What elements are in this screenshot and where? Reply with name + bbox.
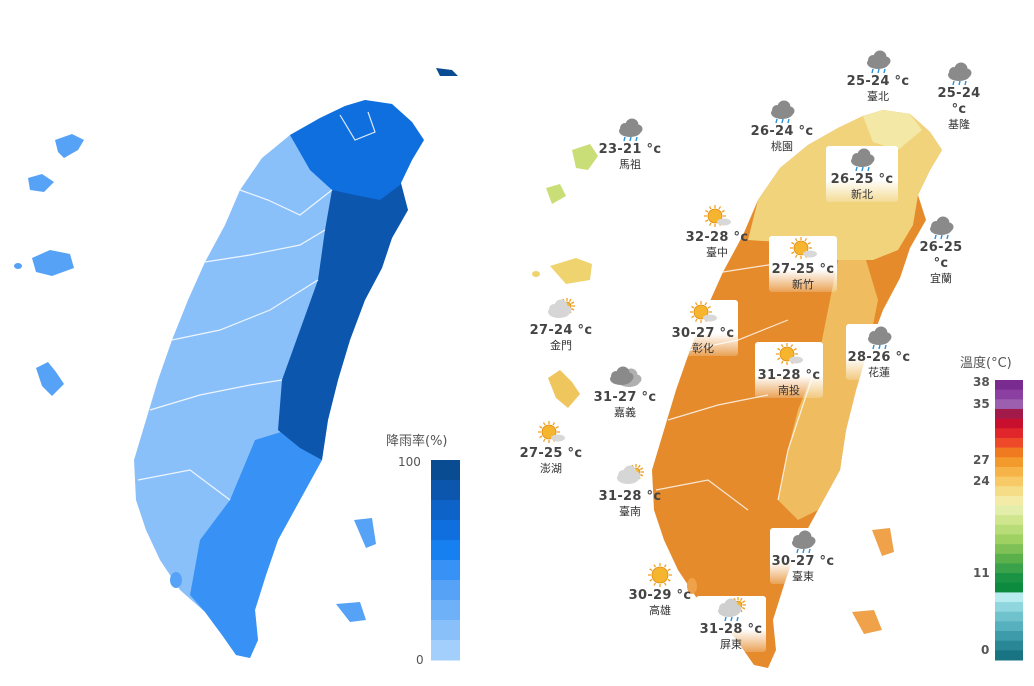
sun-cloud-icon	[783, 236, 823, 262]
temp-legend-step	[995, 476, 1023, 487]
city-tainan[interactable]: 31-28 °c 臺南	[585, 463, 675, 519]
city-keelung[interactable]: 25-24 °c 基隆	[914, 60, 1004, 132]
rain-cloud-icon	[762, 98, 802, 124]
city-taitung[interactable]: 30-27 °c 臺東	[770, 528, 836, 584]
temp-legend-step	[995, 486, 1023, 497]
temp-legend-step	[995, 466, 1023, 478]
temp-taipei-region	[863, 110, 922, 150]
city-pingtung[interactable]: 31-28 °c 屏東	[696, 596, 766, 652]
city-taichung[interactable]: 32-28 °c 臺中	[672, 204, 762, 260]
rain-legend-step	[431, 500, 460, 521]
temp-tick-24: 24	[973, 474, 990, 488]
sun-cloud-icon	[769, 342, 809, 368]
temp-legend-step	[995, 582, 1023, 593]
temp-legend-step	[995, 524, 1023, 535]
temp-legend-bar	[995, 380, 1023, 661]
rain-legend-step	[431, 560, 460, 581]
rain-cloud-icon	[859, 324, 899, 350]
temp-legend-step	[995, 563, 1023, 574]
temp-legend-step	[995, 399, 1023, 410]
rain-legend-step	[431, 580, 460, 601]
rain-north-region	[290, 100, 424, 200]
sun-cloud-icon	[697, 204, 737, 230]
city-chiayi[interactable]: 31-27 °c 嘉義	[580, 364, 670, 420]
temp-legend-step	[995, 515, 1023, 526]
rain-legend-step	[431, 520, 460, 541]
temp-legend-step	[995, 534, 1023, 545]
temp-tick-0: 0	[981, 643, 990, 657]
temp-legend-step	[995, 544, 1023, 555]
temp-legend-step	[995, 408, 1023, 420]
sun-cloud-icon	[531, 420, 571, 446]
rain-legend-min: 0	[416, 653, 424, 667]
rain-legend-step	[431, 540, 460, 561]
city-nantou[interactable]: 31-28 °c 南投	[755, 342, 823, 398]
rain-cloud-icon	[939, 60, 979, 86]
temp-legend-step	[995, 621, 1023, 632]
temp-legend-step	[995, 447, 1023, 458]
temp-legend-step	[995, 602, 1023, 613]
temp-tick-27: 27	[973, 453, 990, 467]
cloud-sun-icon	[610, 463, 650, 489]
temp-legend-step	[995, 505, 1023, 516]
temp-legend-step	[995, 611, 1023, 622]
rain-cloud-icon	[783, 528, 823, 554]
temp-legend-step	[995, 428, 1023, 439]
city-hualien[interactable]: 28-26 °c 花蓮	[846, 324, 912, 380]
temp-legend-step	[995, 650, 1023, 661]
rain-legend-title: 降雨率(%)	[386, 434, 448, 449]
city-kaohsiung[interactable]: 30-29 °c 高雄	[615, 562, 705, 618]
temp-tick-35: 35	[973, 397, 990, 411]
city-taoyuan[interactable]: 26-24 °c 桃園	[737, 98, 827, 154]
rain-cloud-icon	[842, 146, 882, 172]
temp-legend-step	[995, 495, 1023, 507]
rain-legend-step	[431, 480, 460, 501]
rain-cloud-icon	[921, 214, 961, 240]
rain-map	[14, 68, 458, 658]
city-new-taipei[interactable]: 26-25 °c 新北	[826, 146, 898, 202]
sun-cloud-icon	[683, 300, 723, 326]
city-yilan[interactable]: 26-25 °c 宜蘭	[896, 214, 986, 286]
rain-south-region	[190, 420, 322, 658]
temp-east-region	[778, 250, 878, 520]
rain-cloud-icon	[610, 116, 650, 142]
rain-islands	[14, 68, 458, 622]
rain-legend-step	[431, 640, 460, 661]
temp-tick-11: 11	[973, 566, 990, 580]
temp-legend-step	[995, 573, 1023, 584]
temp-legend-title: 溫度(°C)	[960, 356, 1012, 371]
city-taipei[interactable]: 25-24 °c 臺北	[833, 48, 923, 104]
rain-legend-step	[431, 620, 460, 641]
rain-east-region	[278, 130, 408, 460]
city-matsu[interactable]: 23-21 °c 馬祖	[585, 116, 675, 172]
temp-legend-step	[995, 389, 1023, 400]
rain-legend-step	[431, 600, 460, 621]
city-penghu[interactable]: 27-25 °c 澎湖	[506, 420, 596, 476]
cloud-sun-icon	[541, 297, 581, 323]
temp-legend-step	[995, 640, 1023, 651]
rain-legend-max: 100	[398, 455, 421, 469]
temp-legend-step	[995, 418, 1023, 429]
temp-legend-step	[995, 631, 1023, 642]
rain-legend-step	[431, 460, 460, 481]
temp-tick-38: 38	[973, 375, 990, 389]
temp-islands	[532, 144, 894, 634]
cloud-icon	[605, 364, 645, 390]
city-hsinchu[interactable]: 27-25 °c 新竹	[769, 236, 837, 292]
sun-icon	[640, 562, 680, 588]
rain-cloud-icon	[858, 48, 898, 74]
temp-legend-step	[995, 437, 1023, 449]
temp-legend-step	[995, 553, 1023, 564]
temp-legend-step	[995, 380, 1023, 391]
temp-legend-step	[995, 457, 1023, 468]
rain-sun-icon	[711, 596, 751, 622]
city-kinmen[interactable]: 27-24 °c 金門	[516, 297, 606, 353]
temp-legend-step	[995, 592, 1023, 603]
rain-legend-bar	[431, 460, 460, 661]
city-changhua[interactable]: 30-27 °c 彰化	[668, 300, 738, 356]
